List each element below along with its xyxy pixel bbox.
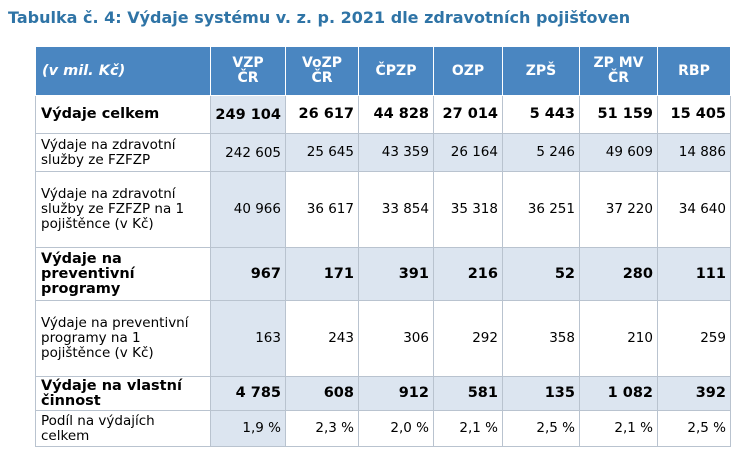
table-cell: 967: [210, 247, 286, 301]
row-label: Výdaje celkem: [35, 95, 211, 134]
row-label: Podíl na výdajích celkem: [35, 410, 211, 447]
row-label: Výdaje na preventivní programy na 1 poji…: [35, 300, 211, 377]
table-cell: 1,9 %: [210, 410, 286, 447]
column-header-vozp: VoZP ČR: [285, 46, 359, 96]
table-cell: 608: [285, 376, 359, 411]
row-label: Výdaje na vlastní činnost: [35, 376, 211, 411]
table-cell: 135: [502, 376, 580, 411]
table-cell: 280: [579, 247, 658, 301]
table-cell: 163: [210, 300, 286, 377]
table-cell: 292: [433, 300, 503, 377]
row-label: Výdaje na zdravotní služby ze FZFZP na 1…: [35, 171, 211, 248]
table-cell: 2,5 %: [502, 410, 580, 447]
table-cell: 2,1 %: [579, 410, 658, 447]
table-cell: 2,3 %: [285, 410, 359, 447]
table-cell: 40 966: [210, 171, 286, 248]
table-cell: 51 159: [579, 95, 658, 134]
table-cell: 216: [433, 247, 503, 301]
table-cell: 358: [502, 300, 580, 377]
table-cell: 34 640: [657, 171, 731, 248]
table-cell: 210: [579, 300, 658, 377]
column-header-zpmv: ZP MV ČR: [579, 46, 658, 96]
table-cell: 25 645: [285, 133, 359, 172]
table-cell: 26 164: [433, 133, 503, 172]
column-header-zps: ZPŠ: [502, 46, 580, 96]
table-row: Výdaje na vlastní činnost 4 785 608 912 …: [35, 376, 731, 411]
table-cell: 43 359: [358, 133, 434, 172]
table-cell: 2,1 %: [433, 410, 503, 447]
table-cell: 36 617: [285, 171, 359, 248]
table-cell: 392: [657, 376, 731, 411]
column-header-vzp: VZP ČR: [210, 46, 286, 96]
table-cell: 14 886: [657, 133, 731, 172]
table-cell: 33 854: [358, 171, 434, 248]
table-row: Výdaje na preventivní programy na 1 poji…: [35, 300, 731, 377]
table-cell: 52: [502, 247, 580, 301]
expenditure-table: (v mil. Kč) VZP ČR VoZP ČR ČPZP OZP ZPŠ ZP…: [35, 46, 731, 447]
unit-header: (v mil. Kč): [35, 46, 211, 96]
table-cell: 581: [433, 376, 503, 411]
table-cell: 249 104: [210, 95, 286, 134]
table-cell: 49 609: [579, 133, 658, 172]
table-row: Výdaje celkem 249 104 26 617 44 828 27 0…: [35, 95, 731, 134]
table-cell: 36 251: [502, 171, 580, 248]
table-caption: Tabulka č. 4: Výdaje systému v. z. p. 20…: [8, 8, 631, 27]
table-cell: 171: [285, 247, 359, 301]
table-row: Výdaje na zdravotní služby ze FZFZP 242 …: [35, 133, 731, 172]
row-label: Výdaje na preventivní programy: [35, 247, 211, 301]
table-cell: 15 405: [657, 95, 731, 134]
table-cell: 27 014: [433, 95, 503, 134]
table-cell: 259: [657, 300, 731, 377]
table-row: Výdaje na preventivní programy 967 171 3…: [35, 247, 731, 301]
table-cell: 391: [358, 247, 434, 301]
table-row: Výdaje na zdravotní služby ze FZFZP na 1…: [35, 171, 731, 248]
table-cell: 44 828: [358, 95, 434, 134]
table-cell: 243: [285, 300, 359, 377]
table-cell: 2,0 %: [358, 410, 434, 447]
column-header-rbp: RBP: [657, 46, 731, 96]
table-cell: 2,5 %: [657, 410, 731, 447]
table-cell: 242 605: [210, 133, 286, 172]
table-cell: 4 785: [210, 376, 286, 411]
table-cell: 1 082: [579, 376, 658, 411]
column-header-cpzp: ČPZP: [358, 46, 434, 96]
table-row: Podíl na výdajích celkem 1,9 % 2,3 % 2,0…: [35, 410, 731, 447]
table-cell: 35 318: [433, 171, 503, 248]
table-cell: 912: [358, 376, 434, 411]
table-cell: 26 617: [285, 95, 359, 134]
table-cell: 306: [358, 300, 434, 377]
column-header-ozp: OZP: [433, 46, 503, 96]
table-cell: 5 443: [502, 95, 580, 134]
header-row: (v mil. Kč) VZP ČR VoZP ČR ČPZP OZP ZPŠ ZP…: [35, 46, 731, 96]
table-cell: 5 246: [502, 133, 580, 172]
table-cell: 37 220: [579, 171, 658, 248]
row-label: Výdaje na zdravotní služby ze FZFZP: [35, 133, 211, 172]
table-cell: 111: [657, 247, 731, 301]
